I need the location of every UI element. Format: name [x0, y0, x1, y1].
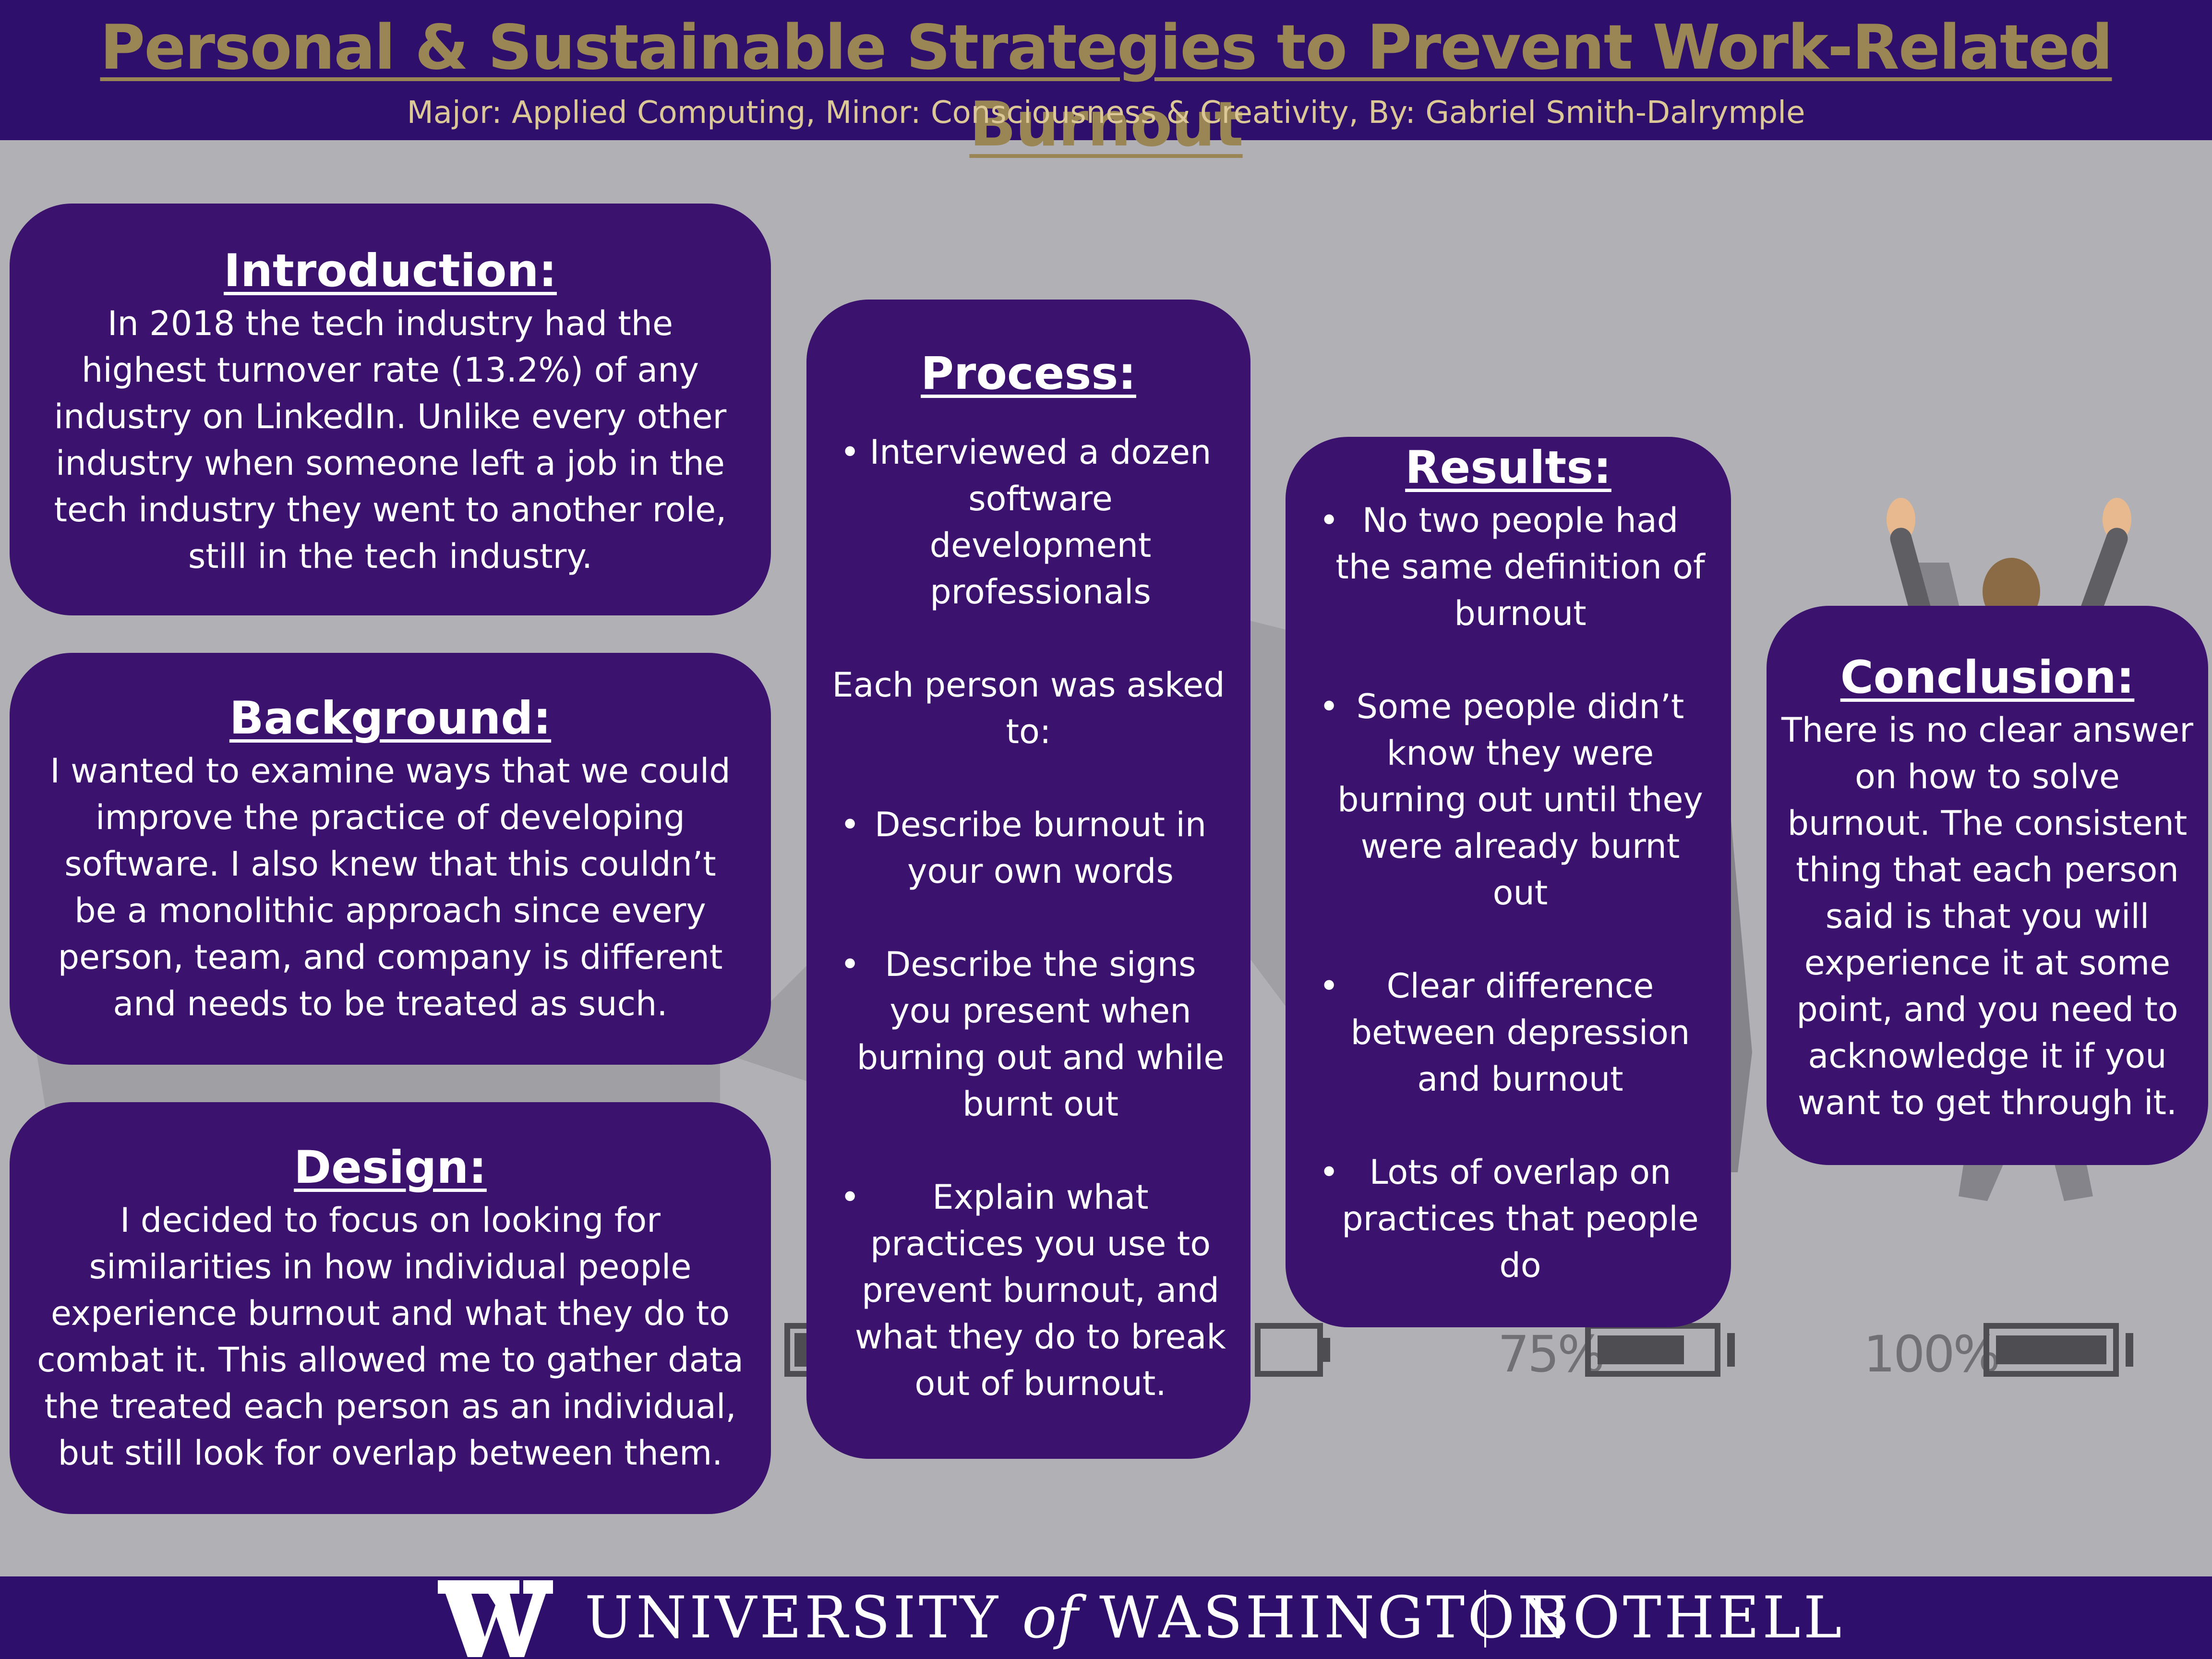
conclusion-text: There is no clear answer on how to solve… [1781, 710, 2194, 1122]
results-item: Lots of overlap on practices that people… [1305, 1149, 1712, 1289]
results-heading: Results: [1405, 442, 1611, 494]
campus-name: BOTHELL [1527, 1585, 1845, 1651]
conclusion-heading: Conclusion: [1840, 651, 2135, 704]
process-question: Describe burnout in your own words [826, 802, 1231, 895]
results-panel: Results: No two people had the same defi… [1286, 437, 1731, 1327]
results-item: Clear difference between depression and … [1305, 963, 1712, 1103]
introduction-panel: Introduction: In 2018 the tech industry … [10, 204, 771, 615]
poster-header: Personal & Sustainable Strategies to Pre… [0, 0, 2212, 160]
poster-subtitle: Major: Applied Computing, Minor: Conscio… [407, 95, 1805, 131]
process-question-intro: Each person was asked to: [832, 665, 1225, 751]
introduction-heading: Introduction: [224, 245, 557, 297]
design-text: I decided to focus on looking for simila… [37, 1201, 744, 1473]
process-question: Describe the signs you present when burn… [826, 941, 1231, 1128]
uw-w-logo-icon [438, 1580, 553, 1657]
poster-footer: UNIVERSITY of WASHINGTON BOTHELL [0, 1576, 2212, 1659]
battery-label-100: 100% [1863, 1325, 1998, 1383]
results-item: No two people had the same definition of… [1305, 497, 1712, 637]
process-panel: Process: Interviewed a dozen software de… [806, 300, 1250, 1459]
background-panel: Background: I wanted to examine ways tha… [10, 653, 771, 1065]
process-heading: Process: [921, 348, 1136, 400]
conclusion-panel: Conclusion: There is no clear answer on … [1767, 606, 2208, 1165]
process-question-list: Describe burnout in your own words Descr… [826, 802, 1231, 1407]
process-list: Interviewed a dozen software development… [826, 429, 1231, 615]
process-bullet-interviews: Interviewed a dozen software development… [826, 429, 1231, 615]
poster-title: Personal & Sustainable Strategies to Pre… [100, 12, 2113, 160]
results-item: Some people didn’t know they were burnin… [1305, 684, 1712, 916]
process-question: Explain what practices you use to preven… [826, 1174, 1231, 1407]
introduction-text: In 2018 the tech industry had the highes… [54, 304, 727, 576]
background-heading: Background: [229, 692, 552, 745]
design-panel: Design: I decided to focus on looking fo… [10, 1102, 771, 1514]
design-heading: Design: [294, 1142, 487, 1194]
footer-divider [1484, 1590, 1486, 1647]
background-text: I wanted to examine ways that we could i… [50, 751, 731, 1023]
university-wordmark: UNIVERSITY of WASHINGTON [585, 1585, 1571, 1651]
results-list: No two people had the same definition of… [1305, 497, 1712, 1289]
